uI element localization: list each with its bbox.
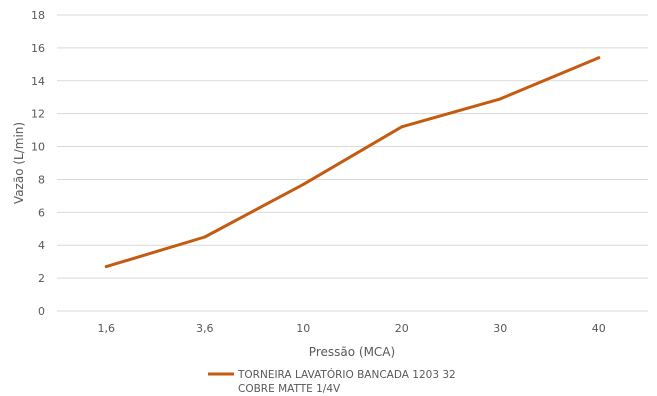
data-point [597, 56, 601, 60]
x-tick-label: 1,6 [98, 322, 116, 335]
data-point [498, 97, 502, 101]
x-tick-label: 10 [296, 322, 310, 335]
legend-label-line1: TORNEIRA LAVATÓRIO BANCADA 1203 32 [237, 368, 456, 381]
y-tick-label: 12 [31, 108, 45, 121]
data-point [301, 182, 305, 186]
data-point [400, 125, 404, 129]
y-tick-label: 16 [31, 42, 45, 55]
y-tick-label: 14 [31, 75, 45, 88]
y-tick-label: 18 [31, 9, 45, 22]
x-tick-label: 30 [493, 322, 507, 335]
y-axis-ticks: 0 2 4 6 8 10 12 14 16 18 [31, 9, 45, 318]
x-axis-title: Pressão (MCA) [309, 345, 395, 359]
y-tick-label: 4 [38, 239, 45, 252]
legend-label-line2: COBRE MATTE 1/4V [238, 383, 341, 395]
x-tick-label: 20 [395, 322, 409, 335]
y-tick-label: 0 [38, 305, 45, 318]
y-axis-title: Vazão (L/min) [12, 122, 26, 204]
y-tick-label: 6 [38, 206, 45, 219]
legend: TORNEIRA LAVATÓRIO BANCADA 1203 32 COBRE… [208, 368, 456, 395]
x-axis-ticks: 1,6 3,6 10 20 30 40 [98, 322, 606, 335]
x-tick-label: 40 [592, 322, 606, 335]
series-lines [104, 56, 601, 269]
data-point [104, 265, 108, 269]
x-tick-label: 3,6 [196, 322, 214, 335]
y-tick-label: 10 [31, 141, 45, 154]
data-point [203, 235, 207, 239]
series-line [104, 56, 601, 269]
y-tick-label: 8 [38, 173, 45, 186]
gridlines [57, 14, 648, 312]
y-tick-label: 2 [38, 272, 45, 285]
